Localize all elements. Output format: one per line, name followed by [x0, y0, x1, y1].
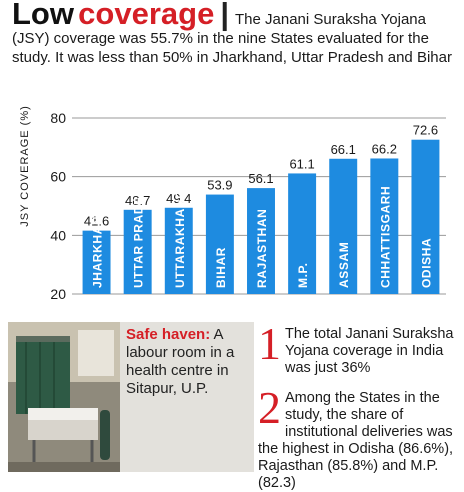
- y-tick-label: 80: [50, 110, 66, 126]
- value-label: 48.7: [125, 193, 150, 208]
- category-label: BIHAR: [214, 247, 228, 288]
- value-label: 66.2: [372, 141, 397, 156]
- y-tick-label: 20: [50, 286, 66, 302]
- fact-1-number: 1: [258, 318, 281, 369]
- fact-1: 1 The total Janani Suraksha Yojana cover…: [258, 318, 458, 377]
- category-label: M.P.: [296, 262, 310, 288]
- headline-title-part2: coverage: [78, 0, 215, 31]
- bar: [123, 209, 152, 294]
- photo-caption: Safe haven: A labour room in a health ce…: [126, 326, 250, 398]
- bar: [411, 139, 440, 294]
- labour-room-photo: [8, 322, 120, 472]
- y-tick-labels: 20 40 60 80: [50, 110, 66, 302]
- headline: Low coverage | The Janani Suraksha Yojana …: [12, 0, 454, 67]
- headline-separator: |: [220, 0, 229, 31]
- category-labels: JHARKHAND UTTAR PRADESH UTTARAKHAND BIHAR RA…: [91, 178, 434, 288]
- bars: [82, 139, 440, 294]
- headline-intro: The Janani Suraksha Yojana (JSY) coverag…: [12, 11, 452, 66]
- value-label: 41.6: [84, 214, 109, 229]
- y-axis-label: JSY COVERAGE (%): [19, 106, 31, 227]
- photo-caption-text: A labour room in a health centre in Sita…: [126, 326, 235, 397]
- value-label: 49.4: [166, 191, 191, 206]
- coverage-bar-chart: JSY COVERAGE (%) 20 40 60 80 41.6 48.7 49.4 53…: [19, 106, 446, 302]
- fact-2-number: 2: [258, 382, 281, 433]
- value-label: 72.6: [413, 123, 438, 138]
- category-label: CHHATTISGARH: [378, 186, 392, 288]
- value-label: 56.1: [248, 171, 273, 186]
- photo-caption-title: Safe haven:: [126, 326, 211, 343]
- value-labels: 41.6 48.7 49.4 53.9 56.1 61.1 66.1 66.2 72.6: [84, 123, 438, 229]
- fact-1-text: The total Janani Suraksha Yojana coverag…: [285, 326, 454, 376]
- fact-2: 2 Among the States in the study, the sha…: [258, 382, 458, 492]
- bar: [370, 158, 399, 294]
- category-label: ASSAM: [337, 242, 351, 288]
- value-label: 66.1: [331, 142, 356, 157]
- photo-panel: Safe haven: A labour room in a health ce…: [8, 322, 254, 472]
- fact-2-text: Among the States in the study, the share…: [258, 390, 454, 491]
- value-label: 53.9: [207, 178, 232, 193]
- category-label: JHARKHAND: [91, 207, 105, 288]
- value-label: 61.1: [289, 156, 314, 171]
- y-tick-label: 40: [50, 227, 66, 243]
- y-tick-label: 60: [50, 169, 66, 185]
- bar: [329, 158, 358, 294]
- category-label: ODISHA: [419, 238, 433, 288]
- bar: [247, 188, 275, 294]
- headline-title-part1: Low: [12, 0, 74, 31]
- category-label: UTTARAKHAND: [173, 190, 187, 288]
- category-label: RAJASTHAN: [255, 209, 269, 288]
- category-label: UTTAR PRADESH: [132, 178, 146, 288]
- bar: [205, 194, 234, 294]
- bar: [164, 207, 193, 294]
- bar: [288, 173, 317, 294]
- bar: [82, 230, 111, 294]
